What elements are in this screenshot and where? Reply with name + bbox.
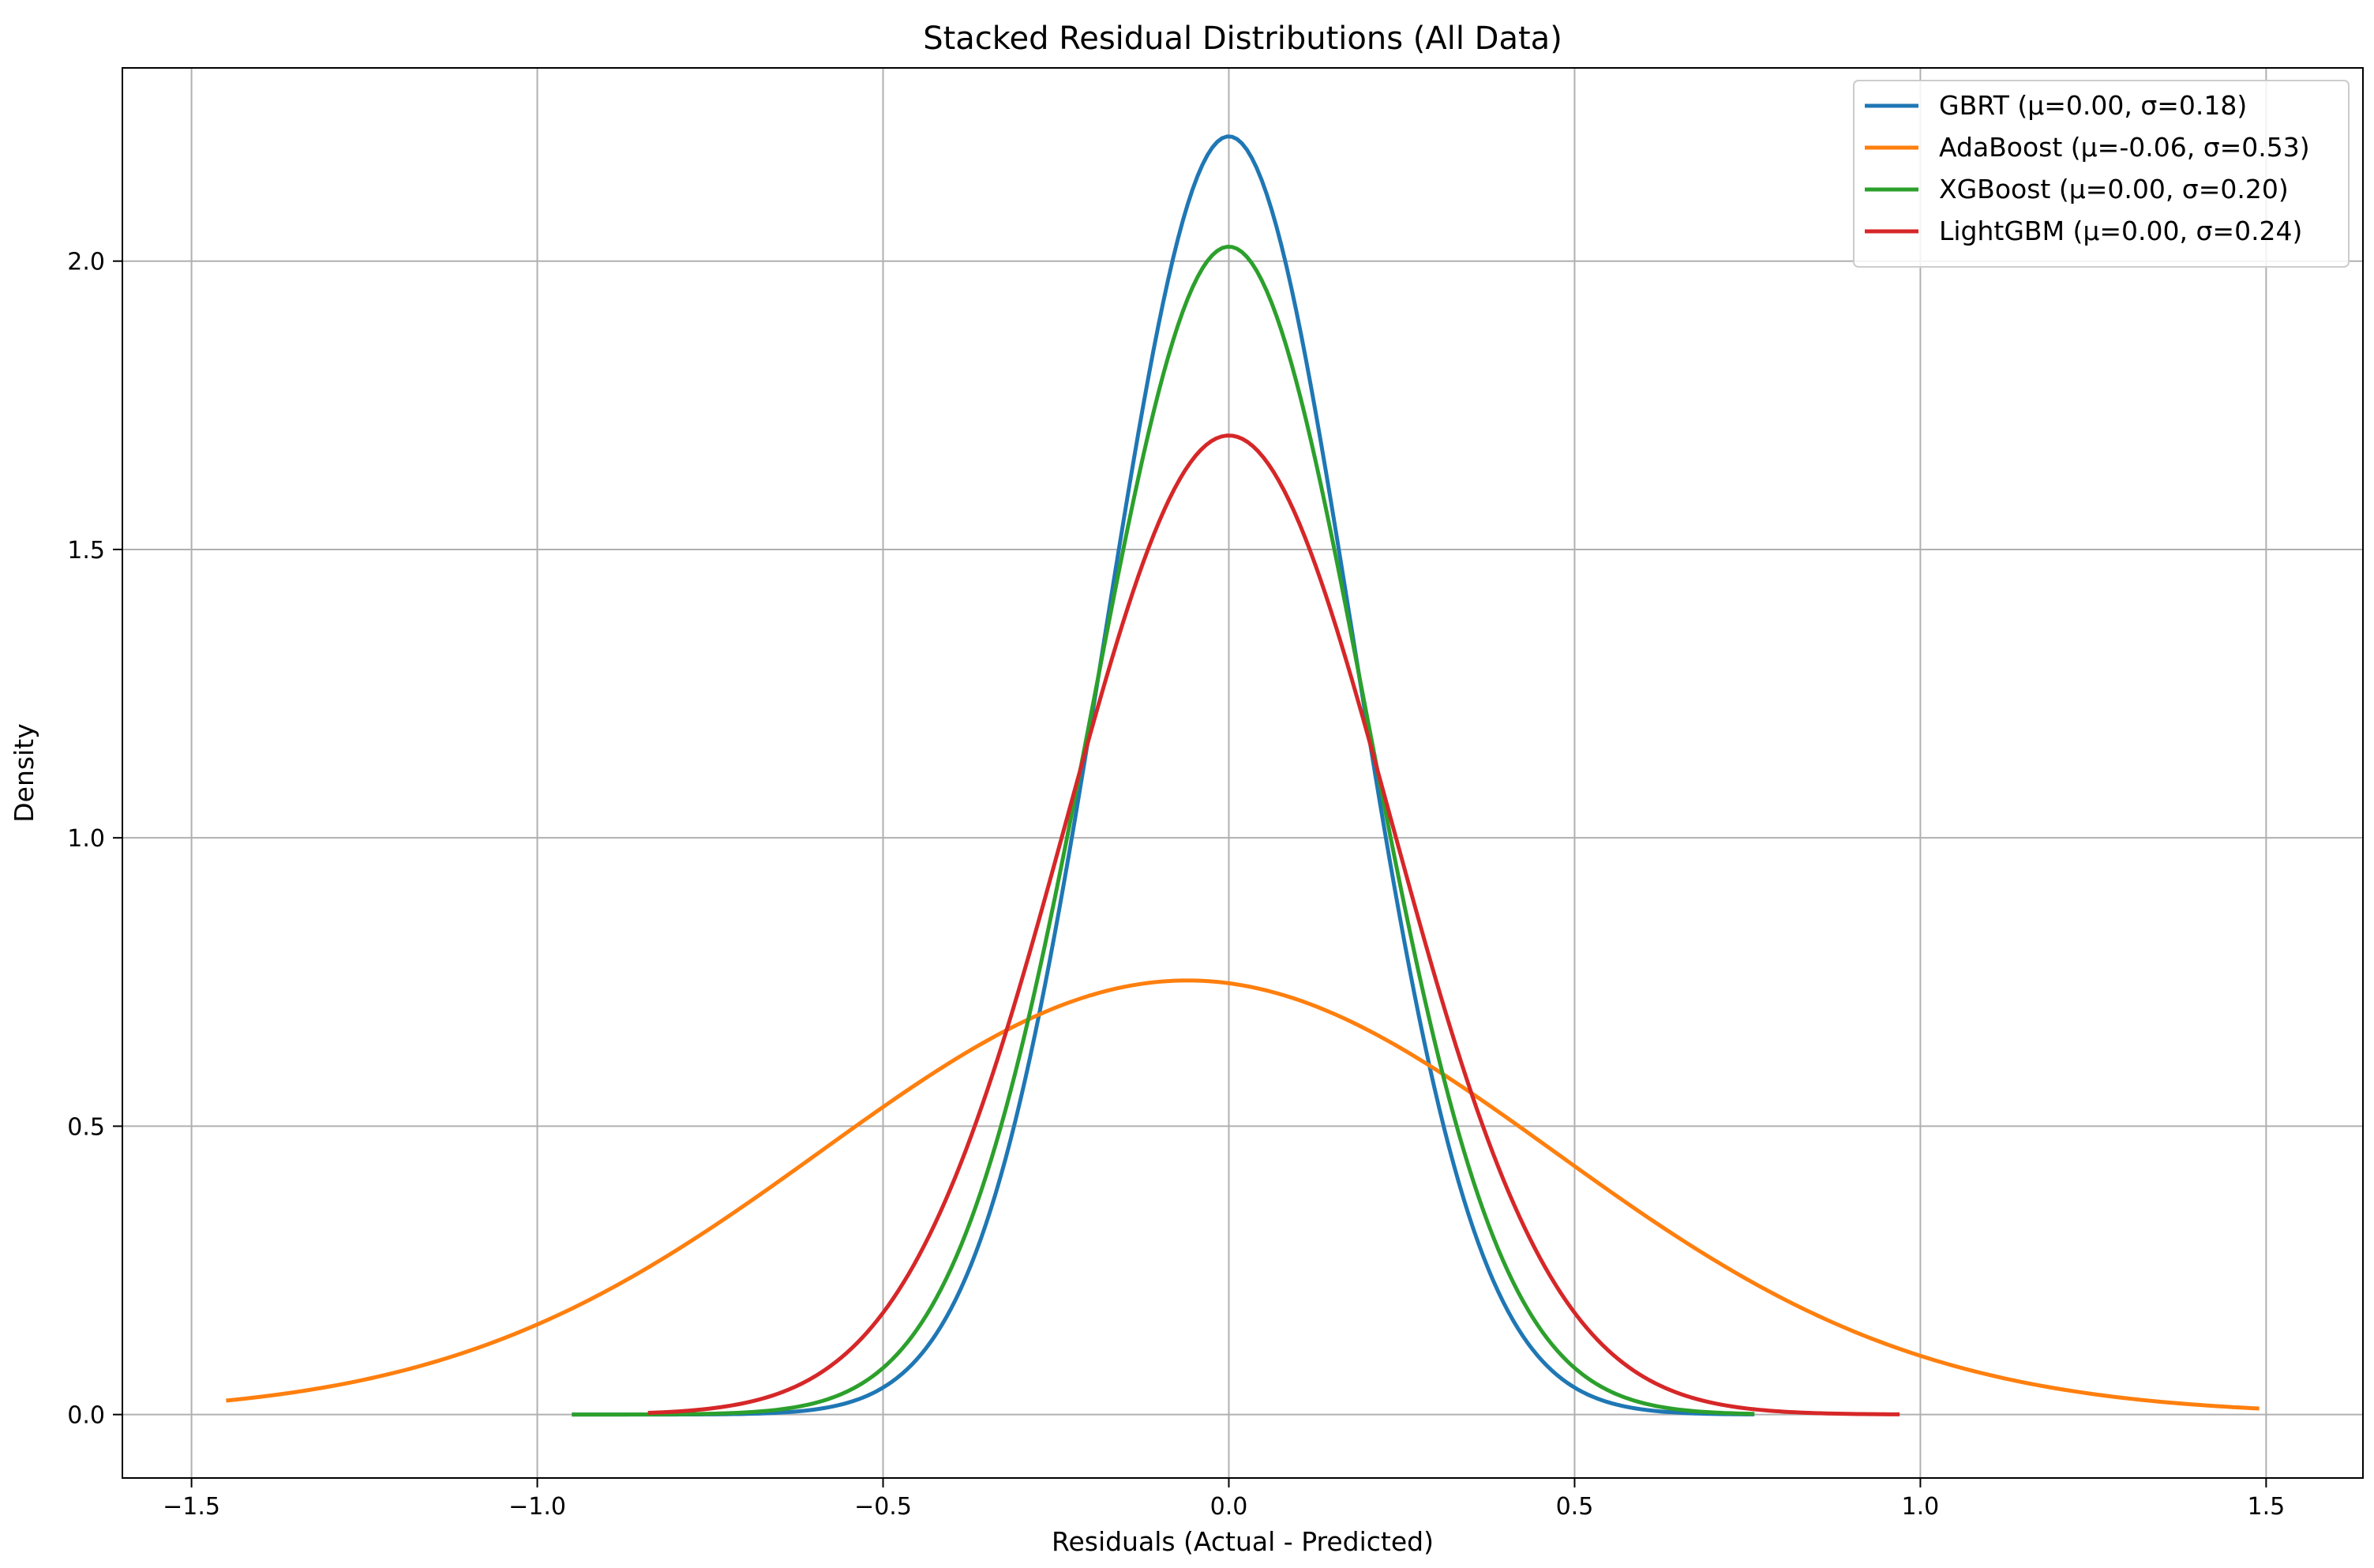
x-tick-label: −0.5 bbox=[854, 1493, 912, 1521]
legend: GBRT (μ=0.00, σ=0.18) AdaBoost (μ=-0.06, … bbox=[1853, 80, 2350, 268]
series-line-0 bbox=[572, 134, 1755, 1417]
plot-area-frame bbox=[122, 67, 2364, 1479]
axis-ticks: −1.5 −1.0 −0.5 0.0 0.5 1.0 1.5 0.0 0.5 1.0 1.5 2.0 bbox=[67, 249, 2285, 1521]
legend-box bbox=[1853, 80, 2350, 268]
series-lines bbox=[226, 134, 2260, 1417]
x-tick-label: 0.5 bbox=[1556, 1493, 1594, 1521]
y-tick-label: 1.5 bbox=[67, 537, 105, 565]
legend-label-3: LightGBM (μ=0.00, σ=0.24) bbox=[1939, 216, 2302, 246]
legend-label-0: GBRT (μ=0.00, σ=0.18) bbox=[1939, 90, 2247, 121]
series-line-2 bbox=[572, 244, 1755, 1417]
legend-label-1: AdaBoost (μ=-0.06, σ=0.53) bbox=[1939, 132, 2310, 163]
x-tick-label: 1.5 bbox=[2248, 1493, 2286, 1521]
x-tick-label: 1.0 bbox=[1902, 1493, 1940, 1521]
x-tick-label: −1.5 bbox=[163, 1493, 220, 1521]
y-tick-label: 0.5 bbox=[67, 1113, 105, 1141]
series-line-3 bbox=[647, 433, 1900, 1416]
y-tick-label: 2.0 bbox=[67, 249, 105, 276]
x-axis-label: Residuals (Actual - Predicted) bbox=[1052, 1526, 1434, 1557]
chart-title: Stacked Residual Distributions (All Data… bbox=[923, 21, 1562, 57]
y-tick-label: 1.0 bbox=[67, 825, 105, 853]
y-tick-label: 0.0 bbox=[67, 1402, 105, 1430]
grid-lines bbox=[122, 68, 2363, 1478]
y-axis-label: Density bbox=[9, 723, 39, 822]
series-line-1 bbox=[226, 978, 2260, 1411]
x-tick-label: 0.0 bbox=[1210, 1493, 1248, 1521]
x-tick-label: −1.0 bbox=[508, 1493, 566, 1521]
legend-label-2: XGBoost (μ=0.00, σ=0.20) bbox=[1939, 174, 2289, 204]
